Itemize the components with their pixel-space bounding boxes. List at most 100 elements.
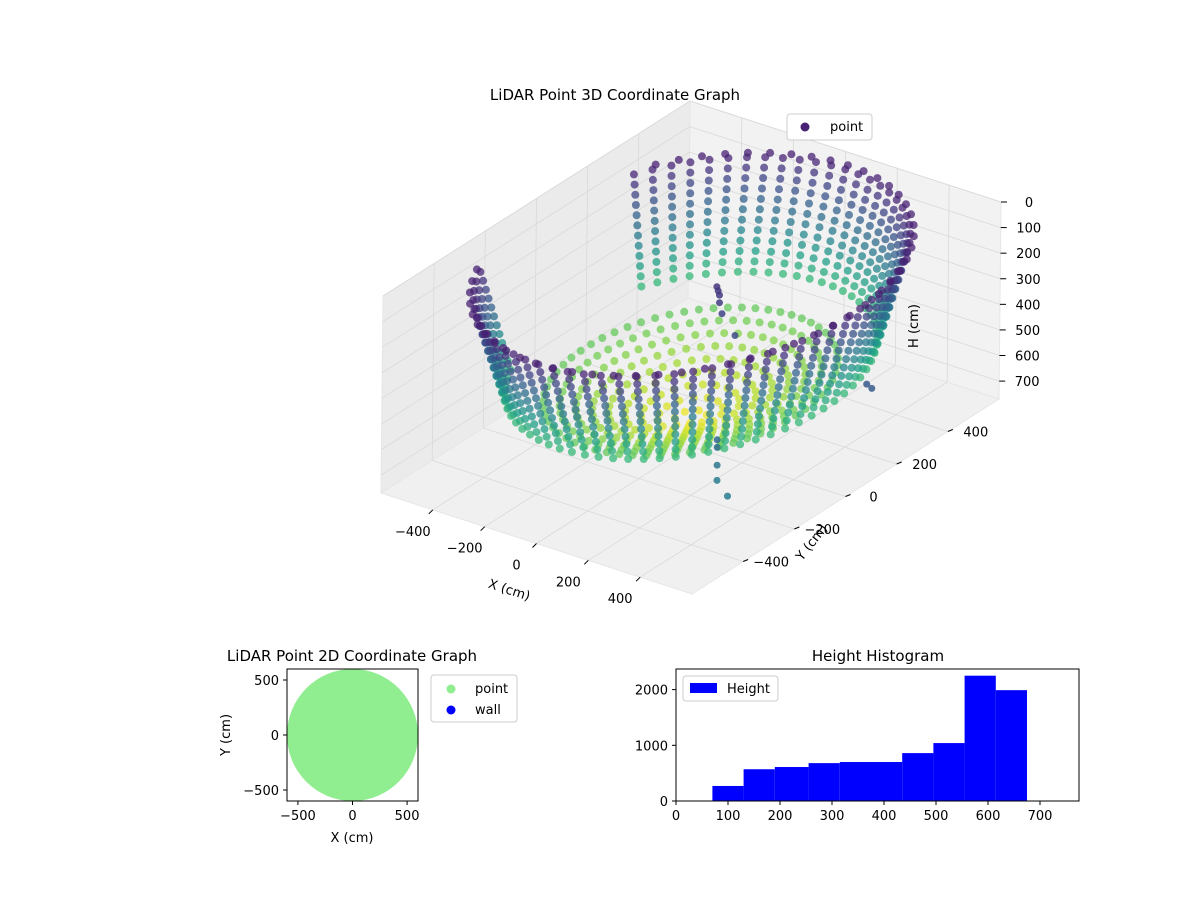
- point-3d: [653, 416, 662, 425]
- point-3d: [868, 248, 877, 257]
- point-3d: [858, 252, 867, 261]
- point-3d: [895, 213, 904, 222]
- point-3d: [776, 308, 785, 316]
- point-3d: [670, 377, 679, 386]
- point-3d: [827, 329, 836, 338]
- point-3d: [509, 375, 517, 384]
- point-3d: [573, 413, 581, 421]
- point-3d: [835, 380, 844, 389]
- point-3d: [472, 265, 481, 274]
- point-3d: [753, 420, 762, 428]
- point-3d: [738, 215, 746, 224]
- point-3d: [502, 346, 511, 355]
- point-3d: [758, 184, 766, 193]
- point-3d: [743, 434, 752, 443]
- histogram-bar: [902, 753, 934, 801]
- point-3d: [724, 390, 733, 399]
- point-3d: [841, 321, 850, 330]
- point-3d: [852, 272, 861, 281]
- point-3d: [518, 407, 527, 415]
- point-3d: [669, 274, 678, 283]
- point-3d: [867, 321, 876, 329]
- point-3d: [749, 267, 758, 276]
- point-3d: [655, 446, 664, 455]
- point-3d: [815, 378, 824, 387]
- point-3d: [872, 264, 881, 273]
- point-3d: [705, 425, 714, 434]
- tick-3d-z: 600: [1015, 350, 1040, 365]
- point-3d: [671, 437, 680, 446]
- point-3d: [741, 174, 750, 183]
- point-3d: [555, 444, 564, 453]
- point-3d: [652, 268, 661, 277]
- point-3d: [855, 298, 864, 306]
- grid-y-left: [585, 165, 589, 364]
- point-3d: [665, 310, 674, 319]
- point-3d: [654, 439, 663, 448]
- point-3d: [498, 361, 506, 370]
- point-3d: [885, 181, 894, 190]
- tick-hist-x: 600: [976, 809, 1001, 824]
- tick-3d-z: 0: [1025, 196, 1033, 211]
- point-3d: [732, 371, 741, 380]
- point-3d: [694, 406, 703, 415]
- point-3d: [886, 278, 895, 287]
- point-3d: [631, 190, 640, 199]
- grid-z-left: [382, 126, 690, 322]
- point-3d: [781, 424, 790, 433]
- chart-hist-frame: [675, 668, 1080, 802]
- point-3d: [720, 444, 729, 453]
- point-3d: [782, 416, 791, 425]
- point-3d: [650, 216, 659, 225]
- tick-3d-y: 200: [912, 458, 937, 473]
- tick-3d-z: 400: [1016, 298, 1041, 313]
- point-3d: [806, 189, 815, 198]
- point-3d: [589, 422, 598, 431]
- point-3d: [562, 425, 571, 434]
- point-3d: [676, 333, 685, 342]
- point-3d: [738, 417, 747, 426]
- point-3d: [615, 450, 624, 459]
- point-3d: [685, 319, 694, 328]
- point-3d: [842, 380, 851, 389]
- point-3d: [791, 186, 800, 195]
- point-3d: [677, 368, 686, 377]
- point-3d: [862, 312, 871, 321]
- point-3d: [767, 320, 776, 329]
- point-3d: [751, 435, 760, 444]
- point-3d: [616, 387, 625, 396]
- point-3d: [863, 268, 872, 277]
- point-3d: [523, 396, 532, 405]
- grid-z-left: [381, 254, 689, 450]
- point-3d: [756, 194, 765, 203]
- point-3d: [736, 440, 745, 449]
- point-3d: [604, 345, 613, 354]
- point-3d: [744, 370, 752, 379]
- point-3d: [610, 328, 619, 337]
- point-3d: [602, 409, 611, 418]
- point-3d: [792, 176, 801, 185]
- point-3d: [538, 375, 547, 384]
- point-3d: [724, 360, 732, 369]
- histogram-bar: [871, 762, 903, 801]
- point-3d: [851, 372, 860, 381]
- point-3d: [768, 237, 777, 246]
- point-3d: [716, 354, 725, 363]
- point-3d: [881, 262, 890, 271]
- point-3d: [634, 241, 643, 250]
- point-3d: [720, 226, 729, 235]
- point-3d: [529, 386, 538, 395]
- tick-2d-x: −500: [280, 809, 316, 824]
- point-3d: [849, 329, 858, 338]
- point-3d: [848, 381, 857, 390]
- point-3d: [817, 278, 826, 287]
- point-3d: [772, 398, 781, 407]
- point-3d: [651, 227, 660, 236]
- point-3d: [723, 174, 732, 183]
- point-3d: [737, 432, 746, 441]
- point-3d-outlier: [724, 492, 731, 500]
- point-3d: [762, 357, 771, 366]
- point-3d: [821, 192, 830, 201]
- point-3d: [898, 203, 907, 212]
- point-3d: [809, 254, 818, 263]
